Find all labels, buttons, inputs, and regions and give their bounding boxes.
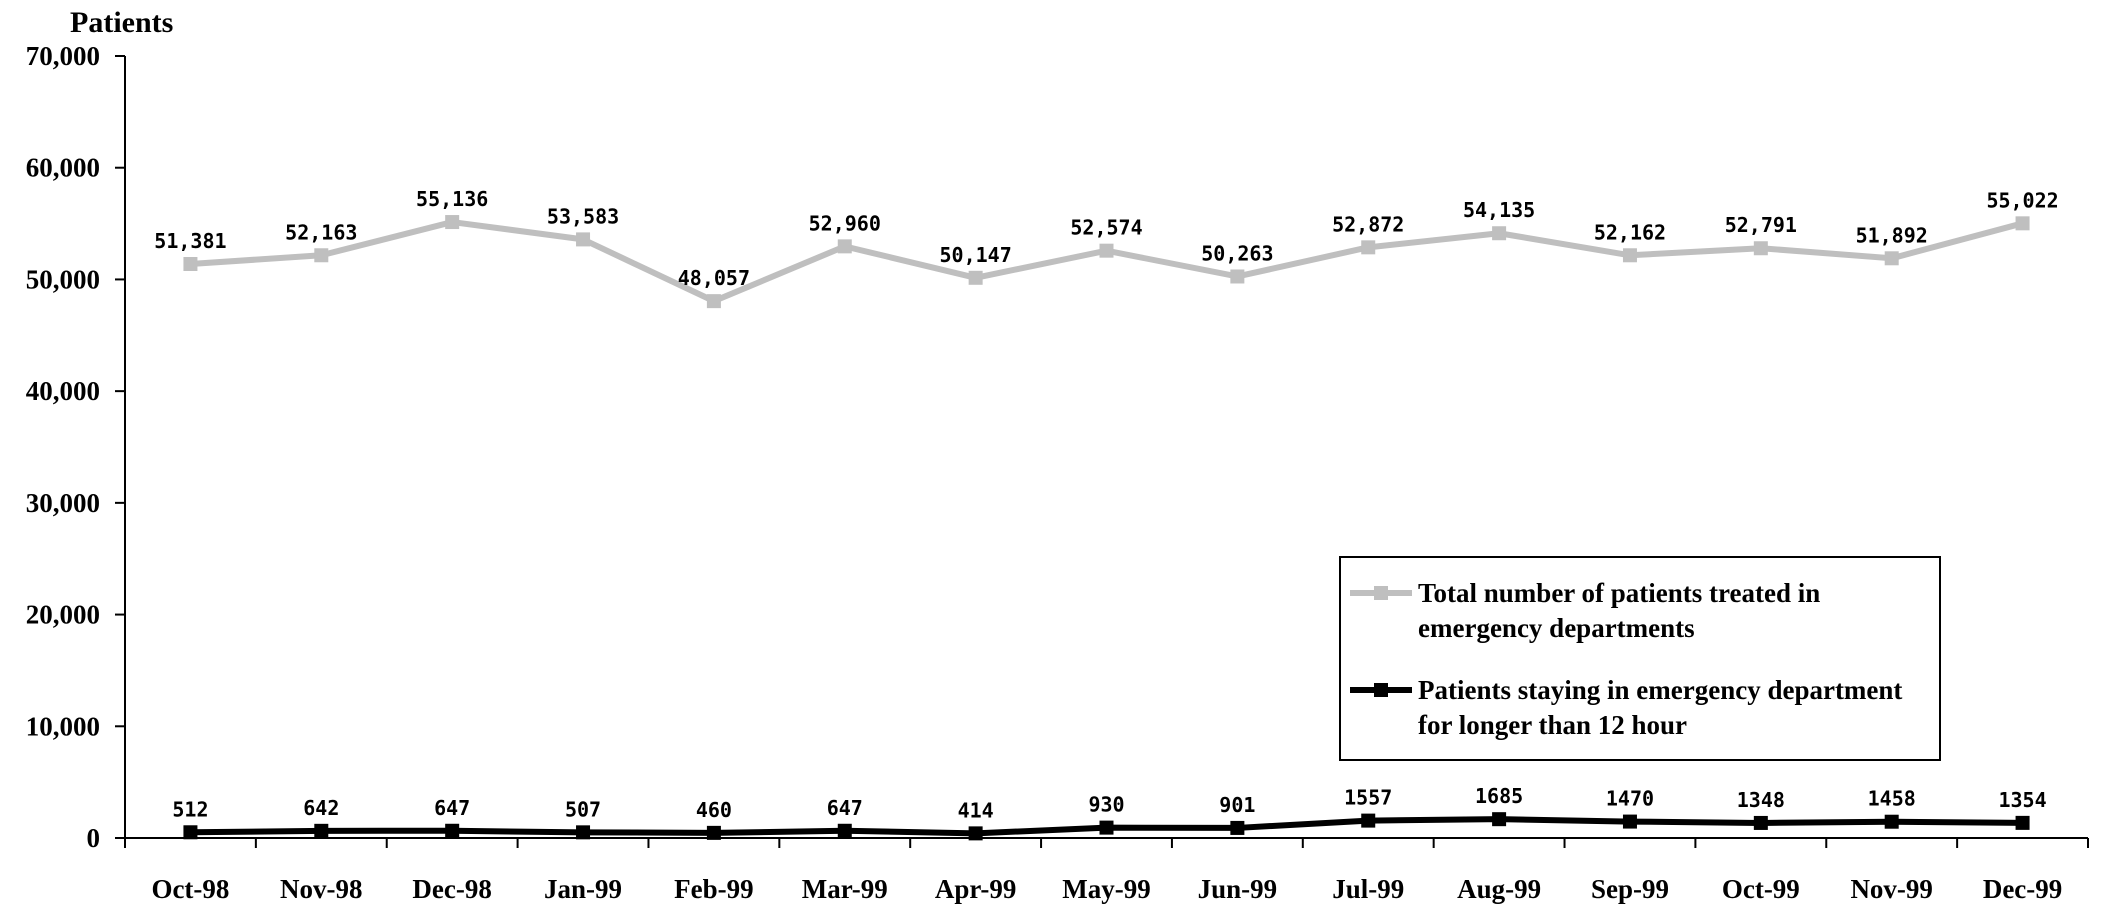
x-tick-label: Oct-99 — [1722, 874, 1800, 904]
data-label: 51,892 — [1856, 223, 1928, 247]
data-label: 52,163 — [285, 220, 357, 244]
data-label: 1470 — [1606, 787, 1654, 811]
data-label: 54,135 — [1463, 198, 1535, 222]
y-tick-label: 70,000 — [26, 41, 100, 71]
x-tick-label: Feb-99 — [674, 874, 753, 904]
x-tick-label: Sep-99 — [1591, 874, 1669, 904]
data-point — [1753, 241, 1768, 256]
data-label: 901 — [1219, 793, 1255, 817]
x-axis: Oct-98 Nov-98 Dec-98 Jan-99 Feb-99 Mar-99 Apr-… — [124, 837, 2089, 904]
data-point — [1099, 820, 1114, 835]
data-label: 460 — [696, 798, 732, 822]
data-point — [576, 825, 591, 840]
x-tick-label: Aug-99 — [1457, 874, 1541, 904]
x-tick-label: Jan-99 — [544, 874, 622, 904]
data-label: 1354 — [1998, 788, 2046, 812]
data-label: 414 — [958, 798, 994, 822]
x-tick-label: Dec-98 — [412, 874, 491, 904]
data-label: 507 — [565, 797, 601, 821]
y-tick-label: 30,000 — [26, 488, 100, 518]
legend-label: for longer than 12 hour — [1418, 710, 1687, 740]
data-point — [1099, 243, 1114, 258]
data-label: 512 — [172, 797, 208, 821]
x-tick-label: Mar-99 — [802, 874, 888, 904]
data-point — [1753, 815, 1768, 830]
x-tick-label: May-99 — [1062, 874, 1150, 904]
data-label: 51,381 — [154, 229, 226, 253]
x-tick-label: Jul-99 — [1332, 874, 1404, 904]
data-point — [2015, 815, 2030, 830]
data-point — [968, 270, 983, 285]
data-point — [314, 248, 329, 263]
data-point — [706, 825, 721, 840]
legend-swatch-marker — [1374, 683, 1388, 697]
data-label: 53,583 — [547, 204, 619, 228]
data-label: 48,057 — [678, 266, 750, 290]
y-tick-label: 40,000 — [26, 376, 100, 406]
data-point — [445, 823, 460, 838]
y-tick-label: 60,000 — [26, 153, 100, 183]
series-layer: 51,381 52,163 55,136 53,583 48,057 52,960 50,1… — [154, 187, 2059, 841]
data-point — [576, 232, 591, 247]
data-label: 642 — [303, 796, 339, 820]
x-tick-label: Oct-98 — [151, 874, 229, 904]
legend-swatch-marker — [1374, 586, 1388, 600]
data-point — [1884, 251, 1899, 266]
data-label: 647 — [827, 796, 863, 820]
data-label: 1557 — [1344, 786, 1392, 810]
data-label: 52,872 — [1332, 212, 1404, 236]
y-axis-title: Patients — [70, 6, 173, 39]
x-tick-label: Apr-99 — [935, 874, 1017, 904]
data-point — [1361, 813, 1376, 828]
data-label: 1685 — [1475, 784, 1523, 808]
data-point — [1492, 226, 1507, 241]
data-point — [2015, 216, 2030, 231]
data-point — [1230, 820, 1245, 835]
y-tick-label: 50,000 — [26, 264, 100, 294]
x-tick-label: Dec-99 — [1983, 874, 2062, 904]
y-tick-label: 0 — [87, 823, 101, 853]
data-point — [837, 239, 852, 254]
legend-label: Patients staying in emergency department — [1418, 675, 1902, 705]
data-label: 55,136 — [416, 187, 488, 211]
data-point — [1361, 240, 1376, 255]
y-tick-label: 20,000 — [26, 600, 100, 630]
data-point — [1884, 814, 1899, 829]
data-label: 52,960 — [809, 211, 881, 235]
data-label: 50,147 — [940, 243, 1012, 267]
data-point — [1622, 248, 1637, 263]
y-axis: 0 10,000 20,000 30,000 40,000 50,000 60,000 70,… — [26, 41, 126, 853]
legend-label: emergency departments — [1418, 613, 1695, 643]
data-point — [1230, 269, 1245, 284]
data-point — [445, 215, 460, 230]
series-1: 51,381 52,163 55,136 53,583 48,057 52,960 50,1… — [154, 187, 2059, 309]
data-point — [1492, 812, 1507, 827]
data-label: 647 — [434, 796, 470, 820]
data-point — [837, 823, 852, 838]
data-point — [183, 825, 198, 840]
series-2: 512 642 647 507 460 647 414 930 901 1557 1685 1470 1… — [172, 784, 2047, 841]
legend-label: Total number of patients treated in — [1418, 578, 1820, 608]
data-point — [968, 826, 983, 841]
y-tick-label: 10,000 — [26, 711, 100, 741]
data-label: 1348 — [1737, 788, 1785, 812]
data-label: 52,791 — [1725, 213, 1797, 237]
x-tick-label: Nov-99 — [1850, 874, 1933, 904]
data-label: 55,022 — [1986, 188, 2058, 212]
data-label: 1458 — [1868, 787, 1916, 811]
data-point — [1622, 814, 1637, 829]
legend-box — [1339, 556, 1941, 761]
data-point — [314, 823, 329, 838]
legend: Total number of patients treated in emerg… — [1339, 556, 1941, 761]
x-tick-label: Jun-99 — [1198, 874, 1278, 904]
data-label: 52,574 — [1070, 216, 1142, 240]
data-label: 52,162 — [1594, 220, 1666, 244]
data-label: 930 — [1088, 793, 1124, 817]
x-tick-label: Nov-98 — [280, 874, 363, 904]
data-label: 50,263 — [1201, 241, 1273, 265]
data-point — [183, 257, 198, 272]
data-point — [706, 294, 721, 309]
